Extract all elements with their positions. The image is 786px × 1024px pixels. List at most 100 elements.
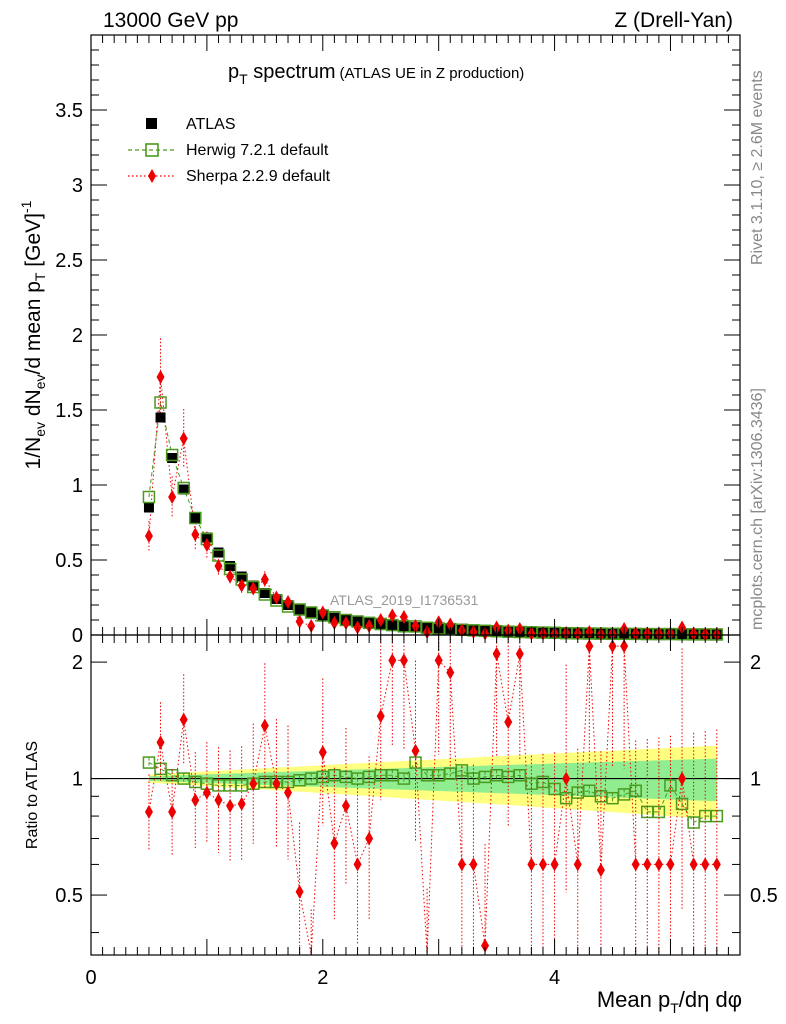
herwig-ratio-point (455, 764, 469, 777)
sherpa-ratio-point (318, 745, 327, 760)
x-tick-label: 2 (317, 967, 328, 989)
sherpa-ratio-point (411, 743, 420, 758)
sherpa-ratio-point (272, 776, 281, 791)
atlas-point (306, 607, 317, 618)
sherpa-point (388, 608, 397, 623)
legend: ATLAS Herwig 7.2.1 default Sherpa 2.2.9 … (128, 116, 331, 185)
sherpa-point (226, 569, 235, 584)
herwig-ratio-point (513, 769, 527, 782)
sherpa-ratio-point (376, 709, 385, 724)
sherpa-point (260, 572, 269, 587)
atlas-point (190, 513, 201, 523)
sherpa-point (330, 616, 339, 630)
atlas-point (155, 412, 166, 423)
sherpa-ratio-point (481, 938, 490, 953)
sherpa-point (191, 527, 200, 542)
herwig-ratio-point (652, 805, 666, 819)
sherpa-point (376, 613, 385, 627)
main-y-tick-label: 3.5 (55, 100, 83, 122)
sherpa-point (168, 490, 177, 504)
legend-atlas-marker (146, 118, 157, 129)
energy-label: 13000 GeV pp (103, 9, 238, 32)
atlas-point (259, 588, 270, 598)
ratio-panel-data (142, 635, 724, 956)
legend-atlas-label: ATLAS (186, 116, 236, 133)
main-y-tick-label: 2 (72, 325, 83, 347)
ratio-y-tick-label: 1 (72, 769, 83, 791)
sherpa-point (446, 617, 455, 632)
mcplots-label: mcplots.cern.ch [arXiv:1306.3436] (749, 388, 766, 630)
sherpa-point (399, 610, 408, 624)
sherpa-ratio-point (341, 798, 350, 813)
ratio-y-tick-label-right: 0.5 (750, 885, 778, 907)
ratio-y-tick-label-right: 2 (750, 652, 761, 674)
main-y-tick-label: 1.5 (55, 400, 83, 422)
herwig-point (189, 511, 202, 525)
sherpa-ratio-point (446, 665, 455, 680)
sherpa-point (365, 619, 374, 633)
sherpa-ratio-point (388, 653, 397, 668)
sherpa-ratio-point (701, 857, 710, 872)
sherpa-ratio-point (492, 646, 501, 661)
sherpa-ratio-point (631, 857, 640, 872)
herwig-point (154, 396, 167, 409)
sherpa-ratio-point (457, 857, 466, 872)
ratio-y-tick-label: 2 (72, 652, 83, 674)
sherpa-ratio-point (608, 639, 617, 654)
sherpa-ratio-point (353, 857, 362, 872)
atlas-point (398, 621, 409, 632)
atlas-point (294, 604, 305, 615)
herwig-ratio-point (397, 772, 411, 785)
sherpa-ratio-point (504, 715, 513, 730)
atlas-point (387, 620, 398, 631)
sherpa-ratio-point (689, 857, 698, 872)
axes: 0 0.5 1 1.5 2 2.5 3 3.5 0 2 4 0.5 0.5 1 1 2 2 (55, 34, 778, 989)
ratio-y-axis-label: Ratio to ATLAS (24, 741, 41, 849)
sherpa-point (295, 614, 304, 629)
sherpa-ratio-point (295, 884, 304, 899)
herwig-point (165, 448, 179, 462)
sherpa-point (284, 595, 293, 609)
sherpa-ratio-point (191, 793, 200, 808)
sherpa-ratio-point (434, 653, 443, 668)
sherpa-ratio-point (260, 718, 269, 733)
sherpa-point (249, 581, 258, 596)
sherpa-ratio-point (515, 646, 524, 661)
sherpa-ratio-point (712, 857, 721, 872)
atlas-point (236, 571, 247, 582)
legend-herwig-marker (145, 143, 159, 157)
sherpa-ratio-point (168, 804, 177, 819)
sherpa-point (307, 619, 316, 633)
ratio-y-tick-label: 0.5 (55, 885, 83, 907)
sherpa-ratio-point (237, 796, 246, 811)
main-y-tick-label: 3 (72, 175, 83, 197)
sherpa-point (144, 529, 153, 543)
sherpa-ratio-point (585, 639, 594, 654)
chart-title: pT spectrum (ATLAS UE in Z production) (228, 61, 524, 87)
sherpa-ratio-point (573, 857, 582, 872)
sherpa-ratio-point (249, 776, 258, 791)
atlas-point (167, 453, 178, 463)
sherpa-ratio-point (214, 793, 223, 808)
herwig-point (142, 490, 156, 504)
sherpa-ratio-point (156, 735, 165, 750)
sherpa-point (179, 431, 188, 446)
sherpa-ratio-point (330, 836, 339, 851)
herwig-ratio-point (154, 762, 167, 776)
sherpa-ratio-point (562, 771, 571, 786)
sherpa-ratio-point (678, 771, 687, 786)
herwig-ratio-point (536, 775, 550, 789)
ratio-y-tick-label-right: 1 (750, 769, 761, 791)
sherpa-ratio-point (179, 712, 188, 727)
sherpa-ratio-point (666, 857, 675, 872)
herwig-ratio-point (664, 779, 677, 792)
main-y-tick-label: 0.5 (55, 550, 83, 572)
x-axis-label: Mean pT/dη dφ (597, 987, 742, 1016)
atlas-point (213, 547, 224, 558)
sherpa-ratio-point (284, 785, 293, 800)
process-label: Z (Drell-Yan) (614, 9, 733, 32)
sherpa-ratio-point (643, 857, 652, 872)
atlas-point (143, 502, 154, 513)
main-y-tick-label: 0 (72, 625, 83, 647)
